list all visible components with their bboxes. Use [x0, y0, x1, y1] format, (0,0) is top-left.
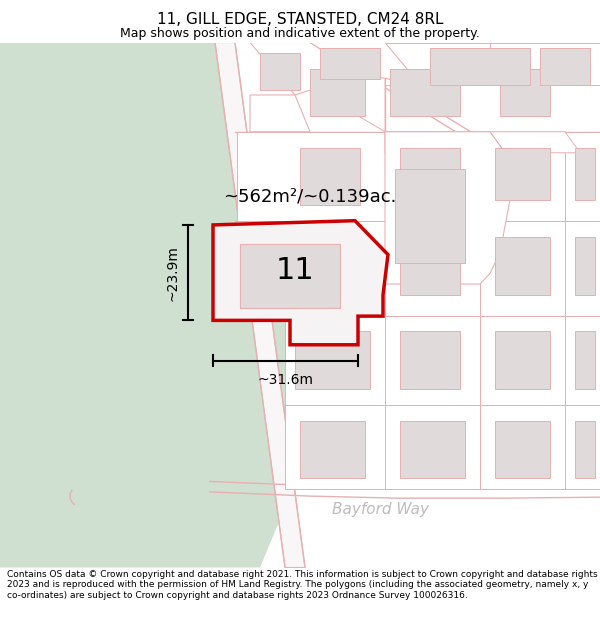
Polygon shape [240, 244, 340, 308]
Polygon shape [480, 221, 565, 316]
Polygon shape [215, 42, 305, 568]
Bar [400, 421, 465, 478]
Polygon shape [310, 42, 420, 84]
Bar [295, 237, 370, 294]
Polygon shape [565, 132, 600, 221]
Bar [495, 331, 550, 389]
Polygon shape [213, 221, 388, 345]
Polygon shape [565, 405, 600, 489]
Text: Contains OS data © Crown copyright and database right 2021. This information is : Contains OS data © Crown copyright and d… [7, 570, 598, 600]
Text: Map shows position and indicative extent of the property.: Map shows position and indicative extent… [120, 27, 480, 40]
Text: Bayford Way: Bayford Way [331, 502, 428, 517]
Polygon shape [260, 53, 300, 90]
Polygon shape [480, 316, 565, 405]
Polygon shape [385, 132, 505, 152]
Bar [400, 237, 460, 294]
Polygon shape [385, 405, 480, 489]
Polygon shape [480, 132, 565, 221]
Text: 11, GILL EDGE, STANSTED, CM24 8RL: 11, GILL EDGE, STANSTED, CM24 8RL [157, 12, 443, 28]
Polygon shape [430, 48, 530, 84]
Polygon shape [305, 42, 385, 132]
Bar [495, 421, 550, 478]
Bar [400, 148, 460, 200]
Polygon shape [540, 48, 590, 84]
Polygon shape [285, 316, 385, 405]
Polygon shape [565, 316, 600, 405]
Bar [295, 331, 370, 389]
Bar [500, 69, 550, 116]
Polygon shape [565, 221, 600, 316]
Polygon shape [385, 221, 480, 316]
Polygon shape [237, 221, 385, 316]
Bar [575, 331, 595, 389]
Polygon shape [480, 405, 565, 489]
Polygon shape [385, 42, 490, 84]
Polygon shape [250, 42, 360, 95]
Bar [575, 237, 595, 294]
Text: ~31.6m: ~31.6m [257, 373, 314, 388]
Polygon shape [395, 169, 465, 263]
Bar [390, 69, 460, 116]
Bar [495, 148, 550, 200]
Polygon shape [385, 132, 510, 284]
Bar [310, 69, 365, 116]
Text: ~23.9m: ~23.9m [166, 245, 180, 301]
Bar [400, 331, 460, 389]
Text: ~562m²/~0.139ac.: ~562m²/~0.139ac. [223, 188, 397, 205]
Polygon shape [237, 132, 385, 221]
Polygon shape [490, 132, 580, 152]
Bar [495, 237, 550, 294]
Text: 11: 11 [275, 256, 314, 285]
Polygon shape [285, 405, 385, 489]
Bar [575, 421, 595, 478]
Polygon shape [250, 95, 310, 132]
Polygon shape [385, 132, 480, 221]
Bar [300, 421, 365, 478]
Bar [300, 148, 360, 205]
Polygon shape [490, 42, 600, 84]
Bar [575, 148, 595, 200]
Polygon shape [320, 48, 380, 79]
Polygon shape [0, 42, 300, 568]
Polygon shape [385, 316, 480, 405]
